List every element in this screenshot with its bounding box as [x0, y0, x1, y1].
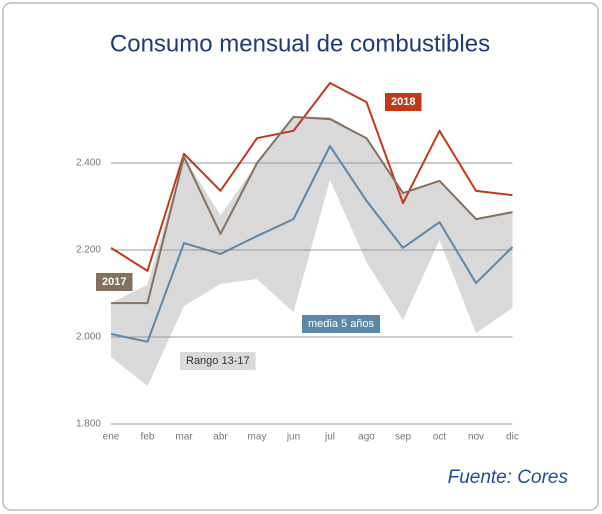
x-tick-label: feb: [141, 432, 155, 443]
legend-box: [302, 315, 381, 333]
chart-title: Consumo mensual de combustibles: [110, 30, 490, 57]
legend-box: [385, 93, 422, 111]
range-band: [111, 116, 513, 387]
series-line: [111, 115, 513, 305]
legend-box: [96, 273, 133, 291]
x-tick-label: may: [248, 432, 267, 443]
x-tick-label: oct: [433, 432, 447, 443]
x-tick-label: dic: [506, 432, 519, 443]
x-tick-label: ene: [103, 432, 120, 443]
x-tick-label: jul: [324, 432, 335, 443]
x-tick-label: nov: [468, 432, 484, 443]
legend-box: [180, 352, 256, 370]
x-tick-label: ago: [358, 432, 375, 443]
x-tick-label: abr: [213, 432, 228, 443]
x-tick-label: sep: [395, 432, 412, 443]
y-tick-label: 2.000: [76, 332, 101, 343]
series-line: [110, 81, 513, 272]
series-line: [110, 145, 514, 343]
y-tick-label: 2.400: [76, 158, 101, 169]
y-tick-label: 2.200: [76, 245, 101, 256]
y-tick-label: 1.800: [76, 419, 101, 430]
x-tick-label: mar: [175, 432, 193, 443]
legend-label: media 5 años: [308, 318, 375, 330]
source: Fuente: Cores: [448, 467, 569, 488]
legend-label: 2017: [102, 276, 126, 288]
legend-label: 2018: [391, 96, 415, 108]
x-tick-label: jun: [286, 432, 300, 443]
legend-label: Rango 13-17: [186, 355, 250, 367]
